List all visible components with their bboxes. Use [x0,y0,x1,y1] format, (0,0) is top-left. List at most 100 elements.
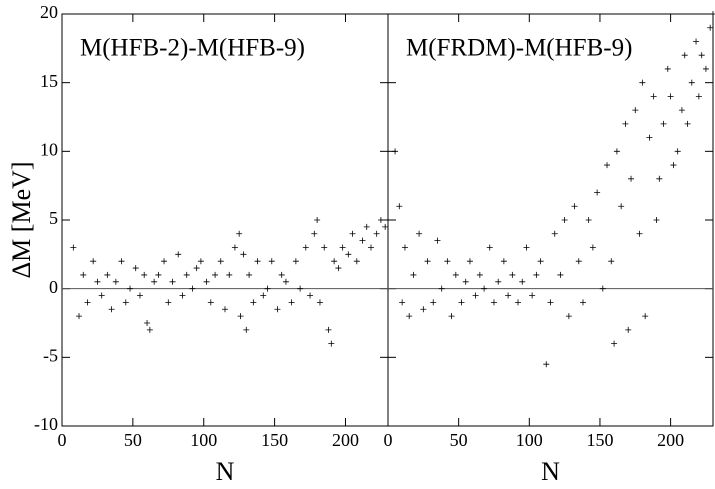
point [331,258,338,265]
point [268,258,275,265]
x-tick-label: 0 [384,430,393,450]
point [681,52,688,59]
point [452,271,459,278]
point [151,278,158,285]
point [314,217,321,223]
point [466,258,473,265]
point [217,258,224,265]
point [678,107,685,114]
point [430,299,437,306]
point [604,162,611,169]
x-tick-label: 150 [261,430,288,450]
point [183,271,190,278]
point [547,299,554,306]
point [118,258,125,265]
y-tick-label: -5 [43,345,58,365]
point [650,93,657,100]
point [212,271,219,278]
point [519,278,526,285]
point [311,230,318,237]
point [462,278,469,285]
point [515,299,521,306]
point [104,271,111,278]
point [695,93,702,100]
point [250,299,257,306]
point [599,285,606,292]
point [260,292,267,299]
point [345,251,352,258]
point [642,313,649,320]
point [406,313,413,320]
point [399,299,406,306]
x-axis-label: N [541,457,560,486]
point [495,278,502,285]
point [670,162,677,169]
point [282,278,289,285]
point [529,292,536,299]
point [618,203,625,210]
point [94,278,101,285]
point [377,217,384,223]
point [594,189,601,196]
point [236,230,243,237]
point [84,299,91,306]
y-tick-label: 0 [49,277,58,297]
point [237,313,244,320]
point [664,65,671,72]
point [122,299,129,306]
point [161,258,168,265]
point [693,38,700,45]
left-frame [61,13,389,427]
point [698,52,705,59]
point [505,292,512,299]
point [246,271,253,278]
point [444,258,451,265]
point [557,271,564,278]
x-tick-label: 200 [657,430,684,450]
x-tick-label: 200 [332,430,359,450]
point [175,251,182,258]
point [155,271,162,278]
point [353,258,360,265]
point [112,278,119,285]
point [76,313,83,320]
point [424,258,431,265]
point [90,258,97,265]
point [80,271,87,278]
y-axis-label: ΔM [MeV] [7,161,36,278]
point [349,230,356,237]
point [639,79,646,86]
point [264,285,271,292]
point [297,285,304,292]
point [674,148,681,155]
panel-title: M(FRDM)-M(HFB-9) [406,35,632,62]
point [490,299,497,306]
point [476,271,483,278]
panel-title: M(HFB-2)-M(HFB-9) [80,35,305,62]
point [132,265,139,272]
point [127,285,134,292]
point [401,244,408,251]
point [509,271,516,278]
point [98,292,105,299]
point [108,306,115,313]
point [551,230,558,237]
x-tick-label: 100 [516,430,543,450]
point [702,65,709,72]
x-axis-label: N [216,457,235,486]
point [328,340,335,347]
point [144,320,151,326]
point [316,299,323,306]
point [472,292,479,299]
y-tick-label: 15 [40,71,58,91]
point [274,306,281,313]
point [543,361,550,368]
point [136,292,143,299]
point [363,223,370,230]
point [608,258,615,265]
point [636,230,643,237]
point [628,175,635,182]
point [302,244,309,251]
point [660,120,667,127]
